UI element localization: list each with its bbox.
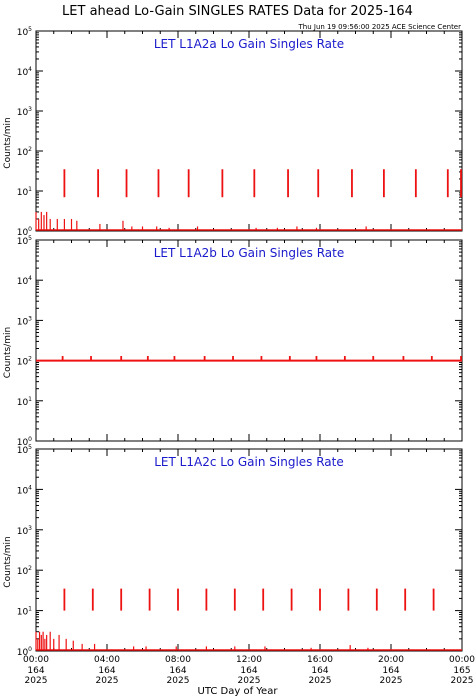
- panel-title: LET L1A2b Lo Gain Singles Rate: [154, 246, 345, 260]
- x-tick-label-day: 164: [27, 666, 44, 676]
- x-tick-label-day: 164: [169, 666, 186, 676]
- x-tick-label-time: 20:00: [378, 655, 404, 665]
- x-tick-label-day: 164: [240, 666, 257, 676]
- timestamp: Thu Jun 19 09:56:00 2025 ACE Science Cen…: [298, 23, 462, 31]
- x-tick-label-time: 04:00: [94, 655, 120, 665]
- y-tick-label: 104: [17, 275, 32, 287]
- x-tick-label-year: 2025: [167, 676, 190, 686]
- x-tick-label-year: 2025: [380, 676, 403, 686]
- figure-header: LET ahead Lo-Gain SINGLES RATES Data for…: [0, 0, 475, 31]
- plot-frame: [35, 448, 463, 652]
- x-tick-label-year: 2025: [451, 676, 474, 686]
- y-axis-label: Counts/min: [3, 536, 13, 587]
- x-tick-label-time: 16:00: [307, 655, 333, 665]
- x-tick-label-day: 164: [311, 666, 328, 676]
- x-tick-label-year: 2025: [25, 676, 48, 686]
- x-tick-label-time: 00:00: [449, 655, 475, 665]
- y-tick-label: 105: [17, 26, 32, 38]
- x-tick-label-day: 164: [98, 666, 115, 676]
- y-tick-label: 103: [17, 315, 32, 327]
- x-tick-label-time: 00:00: [23, 655, 49, 665]
- x-tick-label-time: 12:00: [236, 655, 262, 665]
- y-tick-label: 105: [17, 444, 32, 456]
- y-tick-label: 101: [17, 606, 32, 618]
- x-tick-label-time: 08:00: [165, 655, 191, 665]
- x-tick-label-day: 164: [382, 666, 399, 676]
- y-tick-label: 102: [17, 146, 32, 158]
- x-tick-label-year: 2025: [238, 676, 261, 686]
- plot-frame: [35, 30, 463, 232]
- y-tick-label: 104: [17, 484, 32, 496]
- x-tick-label-day: 165: [453, 666, 470, 676]
- page-title: LET ahead Lo-Gain SINGLES RATES Data for…: [62, 4, 413, 19]
- plot-frame: [35, 239, 463, 442]
- y-tick-label: 105: [17, 235, 32, 247]
- y-tick-label: 104: [17, 66, 32, 78]
- y-axis-label: Counts/min: [3, 117, 13, 168]
- x-tick-label-year: 2025: [96, 676, 119, 686]
- panel-title: LET L1A2c Lo Gain Singles Rate: [154, 455, 344, 469]
- x-tick-label-year: 2025: [309, 676, 332, 686]
- x-axis-label: UTC Day of Year: [197, 686, 278, 697]
- panel-title: LET L1A2a Lo Gain Singles Rate: [154, 37, 344, 51]
- y-tick-label: 101: [17, 396, 32, 408]
- y-tick-label: 102: [17, 356, 32, 368]
- y-tick-label: 103: [17, 525, 32, 537]
- y-tick-label: 102: [17, 565, 32, 577]
- y-tick-label: 101: [17, 186, 32, 198]
- y-axis-label: Counts/min: [3, 327, 13, 378]
- y-tick-label: 103: [17, 106, 32, 118]
